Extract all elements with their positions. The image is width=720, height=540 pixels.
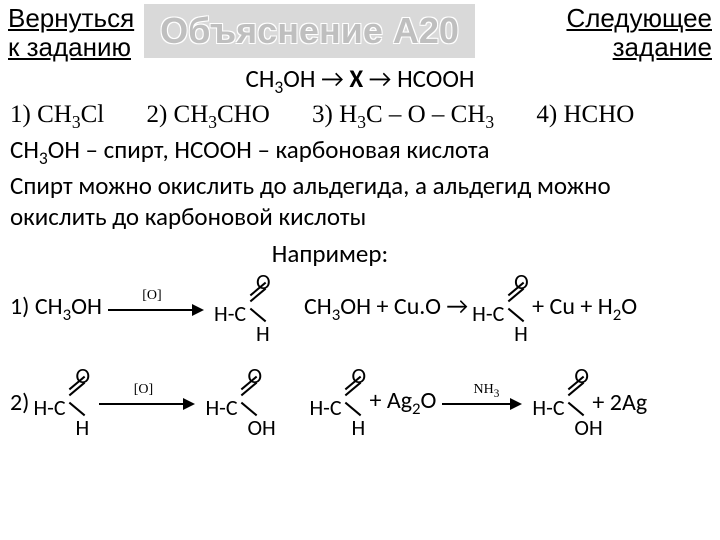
- o2s: 3: [208, 112, 217, 132]
- formyl-oh: OH: [247, 414, 275, 442]
- option-4: 4) HCHO: [536, 99, 634, 130]
- chain-b: OH →: [283, 63, 349, 94]
- content: CH3OH → X → HCOOH 1) CH3Cl 2) CH3CHO 3) …: [0, 63, 720, 435]
- o2b: CHO: [217, 101, 270, 128]
- nh3a: NH: [474, 382, 494, 397]
- option-1: 1) CH3Cl: [10, 99, 104, 134]
- arrow-head: [183, 398, 195, 410]
- arrow-label-2: [O]: [99, 381, 187, 399]
- line-2: Спирт можно окислить до альдегида, а аль…: [10, 170, 710, 201]
- formyl-o: O: [574, 362, 589, 390]
- ex-rhs: + Cu + H2O: [532, 292, 637, 325]
- title-box: Объяснение А20: [144, 4, 475, 58]
- o3s2: 3: [485, 112, 494, 132]
- formyl-hc: H-C: [532, 394, 564, 422]
- arrow-head: [192, 304, 204, 316]
- formyl-ex2b: H-C O OH: [532, 370, 588, 436]
- formyl-ex1: H-C O H: [472, 276, 528, 342]
- chain-a: CH: [246, 63, 275, 94]
- e2ms: 2: [412, 398, 421, 419]
- ex-lhs: CH3OH + Cu.O →: [304, 292, 468, 325]
- r1s: 3: [63, 304, 72, 325]
- e2m: + Ag: [369, 386, 412, 415]
- formyl-o: O: [514, 268, 529, 296]
- formyl-h: H: [514, 320, 528, 348]
- arrow-line: [442, 403, 514, 405]
- formyl-hc: H-C: [214, 300, 246, 328]
- l1s: 3: [39, 147, 48, 169]
- next-link[interactable]: Следующее задание: [566, 4, 712, 61]
- formyl-h: H: [351, 414, 365, 442]
- arrow-line: [108, 309, 196, 311]
- back-link[interactable]: Вернуться к заданию: [8, 4, 134, 61]
- reaction-row-1: 1) CH3OH [O] H-C O H CH3OH + Cu.O → H-C: [10, 276, 710, 342]
- o1s: 3: [72, 112, 81, 132]
- exb: OH + Cu.O →: [340, 292, 468, 321]
- next-link-text: Следующее задание: [566, 3, 712, 62]
- slide: Вернуться к заданию Объяснение А20 Следу…: [0, 0, 720, 540]
- example-label: Например:: [10, 238, 650, 269]
- formyl-h: H: [256, 320, 270, 348]
- option-3: 3) H3C – O – CH3: [312, 99, 494, 134]
- reaction-row-2: 2) H-C O H [O] H-C O: [10, 370, 710, 436]
- options-row: 1) CH3Cl 2) CH3CHO 3) H3C – O – CH3 4) H…: [10, 99, 710, 134]
- l1b: OH – спирт, HCOOH – карбоновая кислота: [48, 134, 490, 165]
- arrow-oxid-2: [O]: [99, 385, 195, 421]
- back-link-text: Вернуться к заданию: [8, 3, 134, 62]
- formyl-hc: H-C: [472, 300, 504, 328]
- line-3: окислить до карбоновой кислоты: [10, 201, 710, 232]
- reactions: 1) CH3OH [O] H-C O H CH3OH + Cu.O → H-C: [10, 276, 710, 436]
- formyl-hc: H-C: [205, 394, 237, 422]
- chain-c: → HCOOH: [363, 63, 474, 94]
- exs: 3: [332, 304, 341, 325]
- o3b: C – O – CH: [366, 101, 485, 128]
- line-1: CH3OH – спирт, HCOOH – карбоновая кислот…: [10, 134, 710, 170]
- option-2: 2) CH3CHO: [146, 99, 269, 134]
- formyl-1: H-C O H: [214, 276, 270, 342]
- chain-sub: 3: [274, 76, 283, 98]
- exr: + Cu + H: [532, 292, 613, 321]
- o3a: 3) H: [312, 101, 357, 128]
- r1-lhs: 1) CH3OH: [10, 292, 102, 325]
- arrow-oxid-1: [O]: [108, 291, 204, 327]
- chain-x: X: [349, 63, 363, 94]
- o2a: 2) CH: [146, 101, 208, 128]
- r1a: 1) CH: [10, 292, 63, 321]
- formyl-hc: H-C: [309, 394, 341, 422]
- arrow-nh3: NH3: [442, 385, 522, 421]
- o1a: 1) CH: [10, 101, 72, 128]
- exro: O: [621, 292, 637, 321]
- r2n: 2): [10, 388, 29, 418]
- formyl-o: O: [247, 362, 262, 390]
- formyl-ex2a: H-C O H: [309, 370, 365, 436]
- r1oh: OH: [71, 292, 102, 321]
- formyl-2a: H-C O H: [33, 370, 89, 436]
- header: Вернуться к заданию Объяснение А20 Следу…: [0, 0, 720, 61]
- l1a: CH: [10, 134, 39, 165]
- o3s: 3: [357, 112, 366, 132]
- exa: CH: [304, 292, 332, 321]
- e2mo: O: [421, 386, 437, 415]
- formyl-o: O: [256, 268, 271, 296]
- reaction-chain: CH3OH → X → HCOOH: [10, 63, 710, 99]
- ex2-mid: + Ag2O: [369, 386, 436, 419]
- formyl-o: O: [75, 362, 90, 390]
- formyl-oh: OH: [574, 414, 602, 442]
- formyl-hc: H-C: [33, 394, 65, 422]
- o4: 4) HCHO: [536, 101, 634, 128]
- formyl-2b: H-C O OH: [205, 370, 261, 436]
- nh3s: 3: [494, 387, 500, 399]
- formyl-o: O: [351, 362, 366, 390]
- arrow-head: [510, 398, 522, 410]
- o1b: Cl: [81, 101, 105, 128]
- arrow-label-1: [O]: [108, 287, 196, 305]
- formyl-h: H: [75, 414, 89, 442]
- title-text: Объяснение А20: [160, 10, 459, 51]
- exrs: 2: [613, 304, 622, 325]
- arrow-line: [99, 403, 187, 405]
